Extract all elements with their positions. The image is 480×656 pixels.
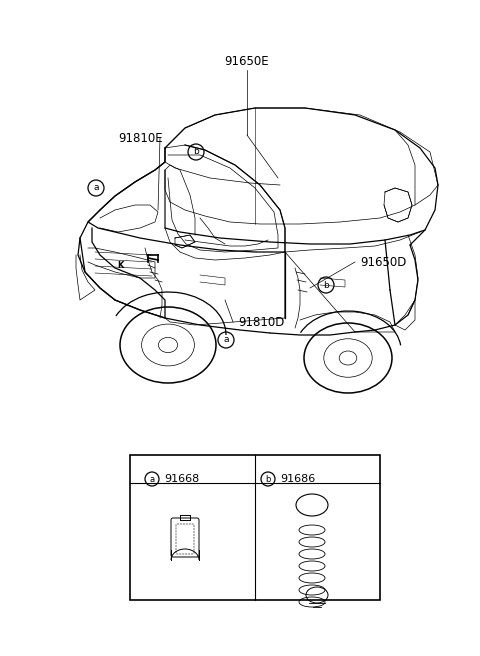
Text: 91650E: 91650E xyxy=(225,55,269,68)
Text: b: b xyxy=(193,148,199,157)
Text: b: b xyxy=(265,474,271,483)
Text: a: a xyxy=(149,474,155,483)
Text: a: a xyxy=(223,335,229,344)
Text: 91810D: 91810D xyxy=(238,316,284,329)
Text: 91686: 91686 xyxy=(280,474,315,484)
Text: 91668: 91668 xyxy=(164,474,199,484)
Text: 91810E: 91810E xyxy=(118,131,163,144)
Text: 91650D: 91650D xyxy=(360,255,407,268)
Text: K: K xyxy=(117,260,123,270)
Text: a: a xyxy=(93,184,99,192)
Bar xyxy=(130,455,380,600)
Text: b: b xyxy=(323,281,329,289)
